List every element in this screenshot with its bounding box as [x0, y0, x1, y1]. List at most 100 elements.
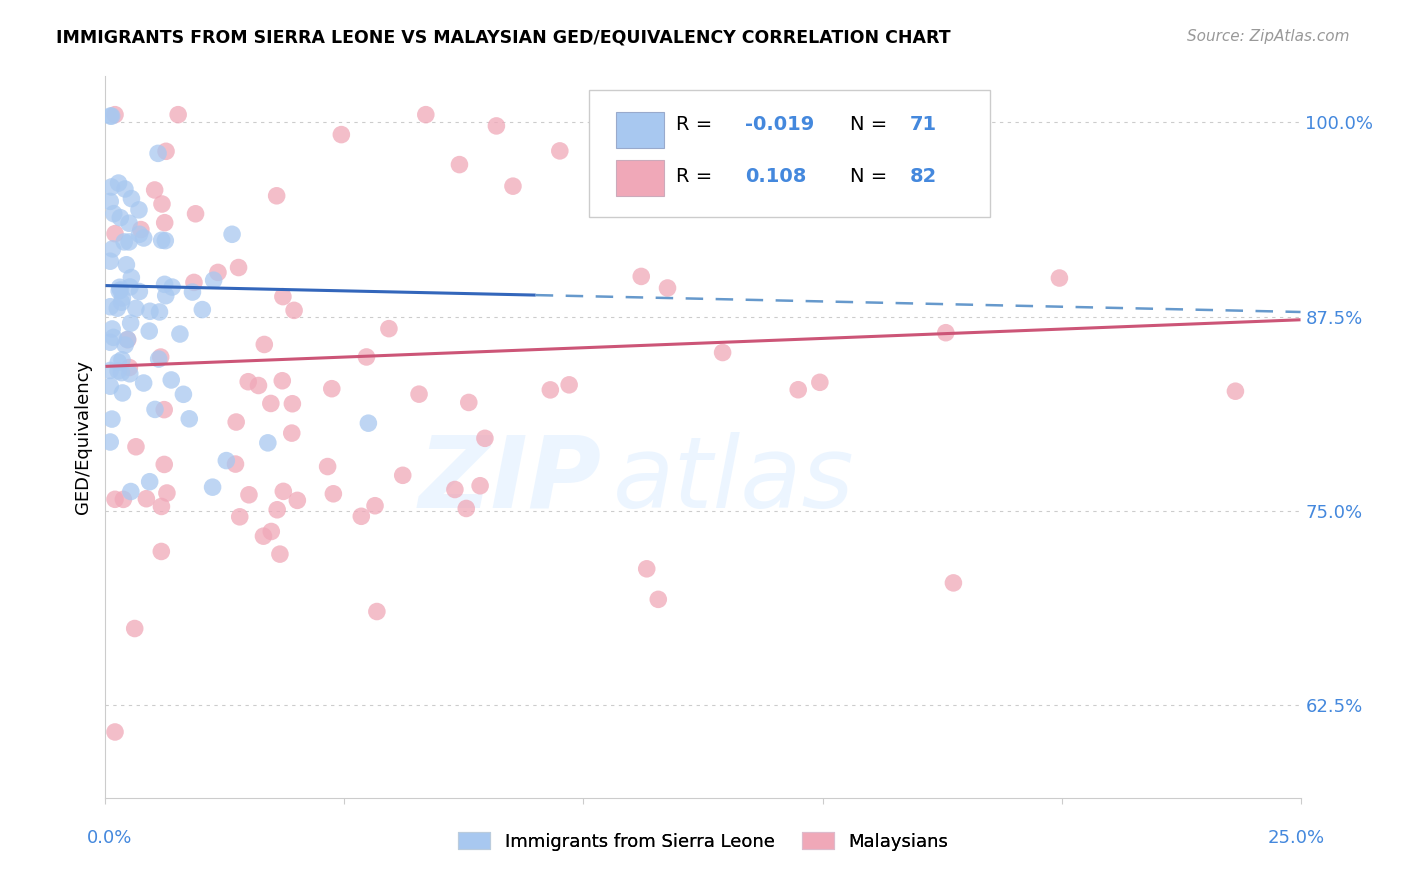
Text: -0.019: -0.019	[745, 115, 814, 134]
Point	[330, 128, 353, 142]
Point	[787, 383, 810, 397]
Point	[378, 321, 401, 335]
Point	[146, 146, 169, 161]
Point	[942, 575, 965, 590]
Point	[630, 269, 652, 284]
Point	[548, 144, 571, 158]
Point	[104, 492, 127, 507]
Point	[285, 493, 308, 508]
Point	[238, 488, 260, 502]
Point	[128, 227, 150, 242]
Point	[138, 324, 160, 338]
Point	[364, 499, 387, 513]
Point	[117, 333, 139, 347]
Point	[558, 377, 581, 392]
Point	[150, 197, 173, 211]
Text: N =: N =	[851, 115, 887, 134]
Point	[181, 285, 204, 299]
Point	[252, 529, 274, 543]
Point	[132, 231, 155, 245]
Point	[260, 524, 283, 539]
Point	[132, 376, 155, 390]
Point	[281, 426, 304, 441]
Point	[253, 337, 276, 351]
Point	[229, 509, 252, 524]
Point	[269, 547, 291, 561]
Point	[271, 374, 294, 388]
Point	[128, 202, 150, 217]
Point	[153, 402, 176, 417]
Point	[112, 492, 135, 507]
Point	[257, 435, 280, 450]
Text: N =: N =	[851, 168, 887, 186]
Point	[366, 605, 388, 619]
Point	[391, 468, 413, 483]
Point	[125, 440, 148, 454]
Point	[321, 382, 343, 396]
Point	[129, 222, 152, 236]
Point	[184, 207, 207, 221]
Point	[128, 285, 150, 299]
Point	[125, 301, 148, 316]
Text: R =: R =	[675, 168, 711, 186]
Point	[155, 234, 177, 248]
Text: Source: ZipAtlas.com: Source: ZipAtlas.com	[1187, 29, 1350, 44]
Point	[456, 501, 478, 516]
Point	[408, 387, 430, 401]
Point	[98, 109, 121, 123]
Point	[316, 459, 339, 474]
Point	[124, 622, 146, 636]
FancyBboxPatch shape	[616, 112, 664, 148]
Point	[118, 360, 141, 375]
Legend: Immigrants from Sierra Leone, Malaysians: Immigrants from Sierra Leone, Malaysians	[450, 825, 956, 858]
Point	[449, 158, 471, 172]
Point	[103, 207, 125, 221]
Point	[228, 260, 250, 275]
Point	[281, 397, 304, 411]
Point	[111, 386, 134, 401]
Point	[415, 108, 437, 122]
Point	[225, 415, 247, 429]
Point	[647, 201, 669, 215]
Point	[153, 216, 176, 230]
Point	[468, 479, 491, 493]
Point	[155, 289, 177, 303]
Point	[271, 290, 294, 304]
Point	[169, 326, 191, 341]
Text: atlas: atlas	[613, 432, 855, 529]
Point	[98, 335, 121, 350]
Point	[98, 379, 121, 393]
Text: 71: 71	[910, 115, 936, 134]
Point	[98, 194, 121, 209]
Point	[98, 363, 121, 377]
Point	[160, 373, 183, 387]
Point	[657, 281, 679, 295]
Point	[107, 364, 129, 378]
Point	[485, 119, 508, 133]
Point	[224, 457, 246, 471]
Text: IMMIGRANTS FROM SIERRA LEONE VS MALAYSIAN GED/EQUIVALENCY CORRELATION CHART: IMMIGRANTS FROM SIERRA LEONE VS MALAYSIA…	[56, 29, 950, 46]
Text: 0.0%: 0.0%	[87, 829, 132, 847]
Point	[107, 355, 129, 369]
Point	[201, 480, 224, 494]
Point	[118, 235, 141, 249]
Point	[148, 305, 170, 319]
Point	[155, 145, 177, 159]
Point	[935, 326, 957, 340]
Point	[221, 227, 243, 242]
Point	[260, 396, 283, 410]
Point	[266, 188, 288, 202]
Point	[273, 484, 295, 499]
Point	[215, 453, 238, 467]
Point	[98, 300, 121, 314]
Point	[114, 338, 136, 352]
FancyBboxPatch shape	[616, 161, 664, 196]
Point	[104, 725, 127, 739]
Point	[156, 486, 179, 500]
Text: 0.108: 0.108	[745, 168, 806, 186]
Point	[111, 352, 134, 367]
Point	[1225, 384, 1247, 399]
Point	[110, 295, 132, 310]
Point	[636, 562, 658, 576]
Point	[606, 169, 628, 183]
